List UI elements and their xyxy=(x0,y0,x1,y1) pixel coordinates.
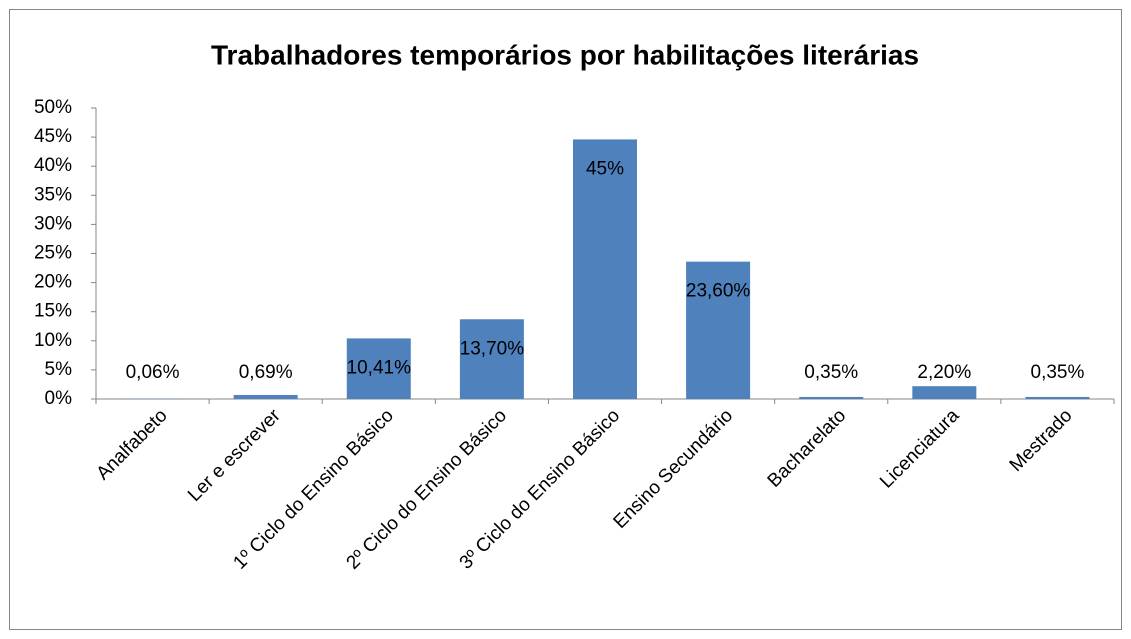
y-tick-label: 30% xyxy=(34,213,72,234)
value-label: 23,60% xyxy=(686,281,751,302)
chart-title: Trabalhadores temporários por habilitaçõ… xyxy=(211,39,919,70)
y-tick-label: 15% xyxy=(34,301,72,322)
bar xyxy=(573,139,637,400)
bar xyxy=(346,338,411,399)
value-label: 0,06% xyxy=(126,362,180,383)
value-label: 0,69% xyxy=(239,362,293,383)
y-tick-label: 5% xyxy=(45,359,73,380)
value-label: 0,35% xyxy=(804,362,858,383)
y-tick-label: 35% xyxy=(34,184,72,205)
bar xyxy=(686,261,751,399)
value-label: 45% xyxy=(586,158,624,179)
y-tick-label: 25% xyxy=(34,243,72,264)
value-label: 0,35% xyxy=(1031,362,1085,383)
bar xyxy=(799,396,864,399)
bar xyxy=(233,394,298,399)
y-tick-label: 40% xyxy=(34,155,72,176)
bar xyxy=(459,319,524,399)
y-tick-label: 10% xyxy=(34,330,72,351)
y-tick-label: 0% xyxy=(45,388,73,409)
y-tick-label: 50% xyxy=(34,97,72,118)
value-label: 13,70% xyxy=(460,338,525,359)
bar xyxy=(912,386,977,399)
y-tick-label: 20% xyxy=(34,272,72,293)
value-label: 10,41% xyxy=(347,357,412,378)
value-label: 2,20% xyxy=(917,362,971,383)
y-tick-label: 45% xyxy=(34,126,72,147)
chart-border xyxy=(9,9,1122,630)
bar xyxy=(1025,396,1090,399)
